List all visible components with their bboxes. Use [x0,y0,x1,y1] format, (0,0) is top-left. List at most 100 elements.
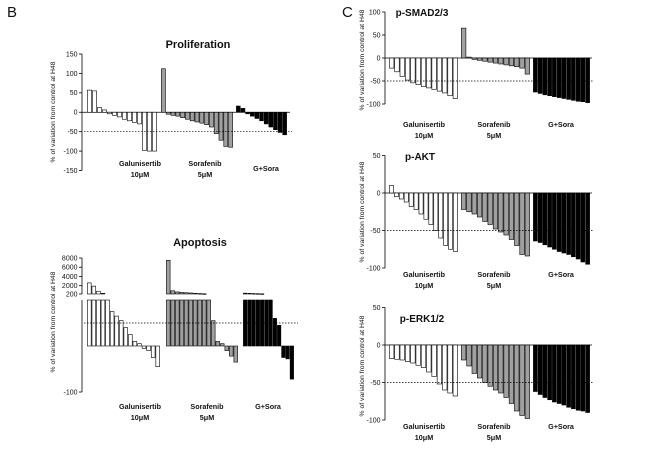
bar-segment [399,344,405,361]
bar-segment [394,192,399,198]
bar-segment [556,192,562,252]
bar [240,108,246,113]
bar-segment [533,57,538,93]
bar [503,57,509,66]
group-label: Galunisertib [403,422,446,431]
y-tick-label: 200 [66,291,78,298]
chart-p-smad2-3: p-SMAD2/3 % of variation from control at … [359,8,594,140]
bar [180,111,185,118]
y-tick-label: -50 [370,228,380,235]
bar-segment [282,111,287,136]
bar-segment [433,192,439,231]
bar-segment [394,57,400,73]
bar-group-sorafenib [461,27,530,75]
bar [272,318,277,347]
bar-segment [514,192,520,246]
bar-segment [482,344,488,383]
bar [580,192,586,263]
bar [199,111,205,124]
bar-segment [552,192,557,250]
bar [142,111,147,151]
bar [498,57,504,65]
bar [443,192,449,246]
y-tick-label: 0 [377,55,381,62]
bar [537,57,543,94]
bar-segment [487,344,493,387]
bar-segment [202,293,207,295]
bar-segment [218,111,224,141]
bar [571,192,576,258]
bar [580,344,586,412]
bar [571,57,576,101]
y-tick-label: -100 [366,265,380,272]
bar-segment [452,344,458,397]
bar [533,57,538,93]
bar [524,57,530,75]
bar-segment [408,192,414,207]
bar [477,344,483,379]
bar-segment [260,293,265,295]
bar [508,192,514,240]
bar [508,57,514,67]
bar [394,344,400,360]
bar [218,111,224,141]
bar-segment [87,282,92,295]
bar [408,192,414,207]
bar [405,344,411,362]
bar-segment [561,344,567,406]
bar [571,344,576,410]
bar [215,341,220,347]
bar-segment [537,192,543,243]
bar-group-sorafenib [166,260,238,363]
bar [508,344,514,404]
bar [471,344,477,374]
y-tick-label: -100 [63,389,77,396]
bar-segment [519,192,525,255]
y-tick-label: 0 [377,190,381,197]
bar-segment [233,345,238,363]
bar [96,290,101,347]
bar-segment [466,56,472,59]
bar-segment [109,311,115,347]
bar-segment [547,57,552,97]
bar [251,293,256,347]
bar [537,344,543,395]
bar-segment [170,111,176,116]
bar-segment [166,260,171,295]
bar-segment [519,344,525,416]
bar-segment [498,344,504,394]
bar-segment [542,344,548,398]
y-axis-label: % of variation from control at H48 [359,315,366,416]
bar [398,192,404,200]
bar-segment [585,192,590,265]
bar [87,282,92,347]
bar-segment [410,344,416,364]
bar-segment [211,320,216,347]
bar-segment [566,344,571,408]
bar [389,57,395,69]
bar-segment [580,344,586,412]
bar-segment [405,57,411,81]
bar-segment [185,111,190,120]
bar-segment [102,109,107,113]
bar [542,57,548,96]
bar [492,57,499,64]
bar [524,192,530,257]
bar [243,292,248,347]
bar-segment [508,57,514,67]
bar [547,192,552,248]
bar-segment [566,192,571,255]
bar-segment [431,57,437,90]
bar-segment [508,344,514,404]
group-label: 10μM [415,281,433,290]
chart-title: p-AKT [405,152,435,163]
y-tick-label: -100 [366,417,380,424]
bar [482,344,488,383]
bar [399,57,405,77]
bar-segment [461,344,467,361]
bar-segment [482,192,488,222]
bar [447,57,453,97]
bar-segment [471,57,477,60]
bar [247,293,252,347]
bar-segment [415,344,421,366]
